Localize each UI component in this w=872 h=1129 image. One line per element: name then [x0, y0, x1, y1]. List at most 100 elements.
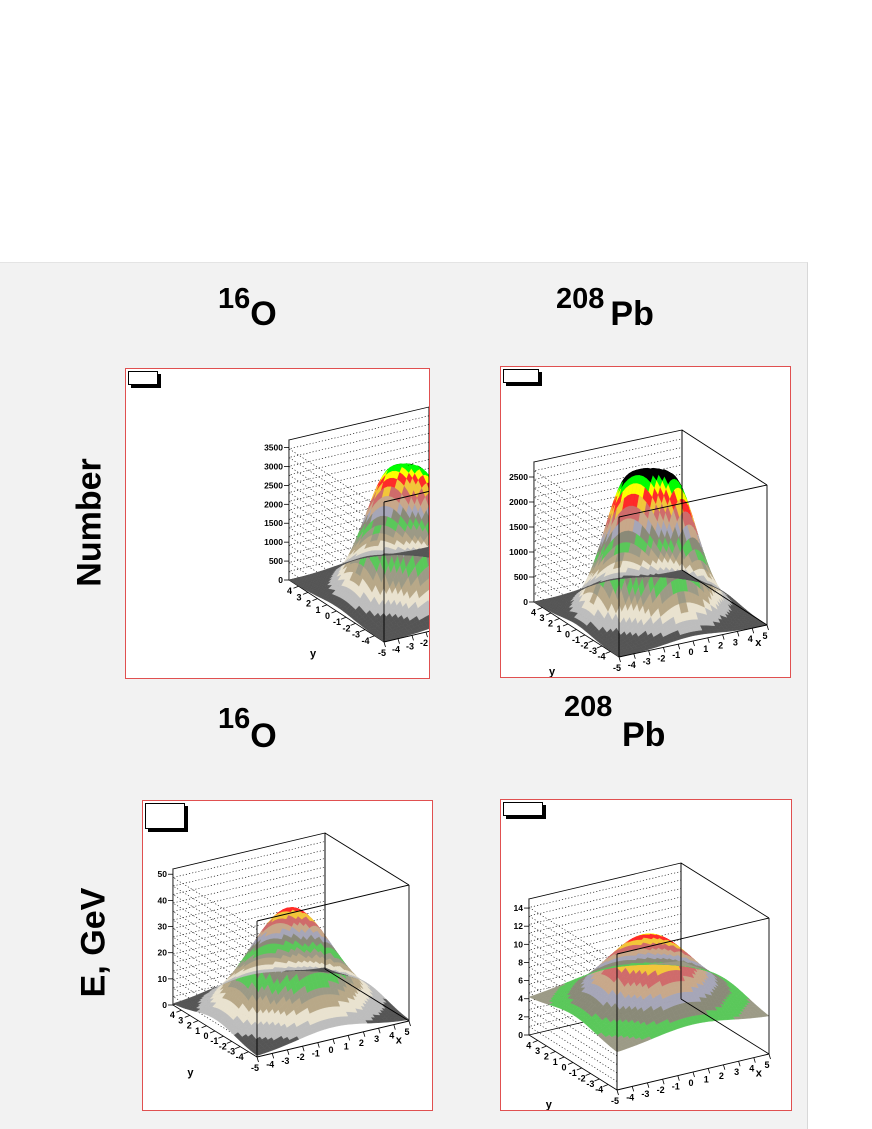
y-tick [294, 586, 299, 588]
x-tick [767, 625, 769, 630]
y-tick-label: -2 [580, 641, 588, 651]
x-tick-label: -4 [628, 660, 636, 670]
x-tick-label: -3 [406, 641, 414, 651]
z-tick-label: 500 [514, 572, 528, 582]
plot-pad-number-oxygen: -5-4-3-2-1012345-4-3-2-10123405001000150… [125, 368, 430, 679]
y-tick [589, 641, 594, 643]
y-tick [341, 617, 346, 619]
element-symbol: Pb [622, 716, 665, 754]
x-tick-label: 3 [733, 637, 738, 647]
y-tick-label: 3 [296, 592, 301, 602]
y-tick [303, 592, 308, 594]
x-tick-label: 4 [748, 634, 753, 644]
y-tick [322, 605, 327, 607]
y-tick-label: 4 [531, 608, 536, 618]
x-tick-label: -5 [378, 648, 386, 658]
z-tick-label: 1000 [509, 547, 528, 557]
x-tick [426, 632, 428, 637]
y-tick [538, 608, 543, 610]
z-tick-label: 2000 [509, 497, 528, 507]
y-tick [313, 599, 318, 601]
z-tick-label: 500 [269, 556, 283, 566]
z-tick-label: 2500 [509, 472, 528, 482]
y-tick-label: -2 [342, 623, 350, 633]
z-tick-label: 3500 [264, 443, 283, 453]
z-tick-label: 1000 [264, 537, 283, 547]
y-tick-label: 0 [565, 630, 570, 640]
z-tick-label: 2500 [264, 480, 283, 490]
mass-number: 16 [218, 703, 250, 735]
y-tick [555, 619, 560, 621]
x-tick [412, 635, 414, 640]
z-tick-label: 3000 [264, 461, 283, 471]
x-tick-label: -2 [420, 638, 428, 648]
x-tick [649, 651, 651, 656]
x-tick-label: -1 [672, 650, 680, 660]
title-oxygen-bottom: 16O [218, 703, 277, 742]
x-tick [678, 644, 680, 649]
frame-edge [682, 430, 767, 485]
y-tick [351, 623, 356, 625]
x-tick-label: -3 [643, 657, 651, 667]
x-tick-label: 5 [762, 631, 767, 641]
stats-box [128, 371, 158, 385]
y-tick [370, 636, 375, 638]
element-symbol: O [250, 717, 276, 755]
x-tick [619, 657, 621, 662]
y-tick [332, 611, 337, 613]
y-tick-label: 3 [539, 613, 544, 623]
x-tick [384, 642, 386, 647]
x-tick [693, 641, 695, 646]
y-tick [546, 613, 551, 615]
z-tick-label: 2000 [264, 499, 283, 509]
mass-number: 16 [218, 283, 250, 315]
y-tick [606, 652, 611, 654]
y-tick-label: 0 [325, 611, 330, 621]
row-label-energy: E, GeV [75, 863, 114, 1023]
y-tick-label: -1 [572, 635, 580, 645]
x-tick [708, 638, 710, 643]
x-tick-label: -5 [613, 663, 621, 673]
x-axis-label: x [755, 637, 762, 649]
y-axis-label: y [549, 666, 556, 677]
y-tick-label: -1 [333, 617, 341, 627]
z-tick-label: 1500 [264, 518, 283, 528]
z-tick-label: 0 [278, 575, 283, 585]
surface-plot: -5-4-3-2-1012345-4-3-2-10123405001000150… [126, 369, 429, 678]
z-tick-label: 1500 [509, 522, 528, 532]
x-tick [723, 635, 725, 640]
y-tick-label: -4 [361, 636, 369, 646]
element-symbol: O [250, 295, 276, 333]
y-tick [597, 646, 602, 648]
title-oxygen-top: 16O [218, 283, 277, 322]
x-tick [752, 628, 754, 633]
y-axis-label: y [310, 648, 317, 660]
x-tick-label: -2 [657, 653, 665, 663]
y-tick [580, 635, 585, 637]
y-tick [572, 630, 577, 632]
stats-box [503, 369, 539, 383]
x-tick [737, 631, 739, 636]
row-label-number: Number [71, 453, 110, 593]
x-tick [398, 639, 400, 644]
x-tick-label: 1 [703, 644, 708, 654]
y-tick [563, 624, 568, 626]
y-tick-label: 2 [306, 599, 311, 609]
y-tick-label: -4 [597, 652, 605, 662]
element-symbol: Pb [610, 295, 653, 333]
y-tick-label: 1 [315, 605, 320, 615]
y-tick-label: -3 [352, 630, 360, 640]
mass-number: 208 [564, 691, 612, 723]
mass-number: 208 [556, 283, 604, 315]
y-tick-label: 4 [287, 586, 292, 596]
x-tick [634, 654, 636, 659]
x-tick [663, 647, 665, 652]
y-tick-label: 1 [556, 624, 561, 634]
y-tick-label: 2 [548, 619, 553, 629]
